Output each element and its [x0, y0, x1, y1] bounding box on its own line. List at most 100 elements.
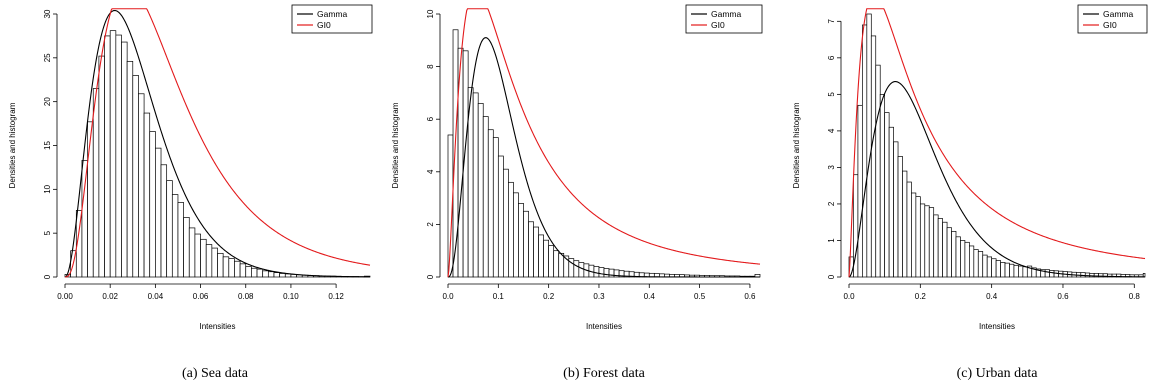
y-axis-label: Densities and histogram: [391, 102, 400, 188]
histogram-bar: [982, 254, 988, 278]
x-tick-label: 0.12: [328, 292, 344, 301]
legend-box: [291, 4, 373, 34]
x-tick-label: 0.00: [57, 292, 73, 301]
histogram-bar: [543, 239, 549, 278]
histogram-bar: [964, 241, 970, 278]
histogram-bar: [166, 180, 173, 278]
histogram-bar: [121, 41, 128, 278]
histogram-bar: [888, 126, 894, 278]
histogram-bar: [578, 262, 585, 278]
histogram-bar: [194, 233, 201, 278]
histogram-bar: [200, 238, 207, 278]
histogram-bar: [109, 30, 117, 278]
histogram-bar: [497, 155, 504, 278]
histogram-bar: [262, 270, 269, 278]
histogram-bar: [603, 268, 610, 278]
subfigure-caption: (a) Sea data: [182, 366, 249, 381]
chart-panel-3: 0.0 0.2 0.4 0.6 0.8 0 1 2 3 4 5 6 7 Intensities Densit…: [792, 4, 1148, 381]
subfigure-caption: (c) Urban data: [957, 366, 1039, 381]
histogram-bar: [81, 160, 88, 278]
legend-entry: GI0: [711, 20, 725, 30]
histogram-bar: [870, 35, 877, 278]
histogram-bar: [1000, 262, 1006, 278]
y-tick-label: 8: [426, 64, 435, 69]
histogram-bar: [879, 94, 886, 278]
histogram: [64, 30, 371, 278]
legend-entry: GI0: [317, 20, 331, 30]
histogram-bar: [503, 168, 509, 278]
x-tick-label: 0.8: [1129, 292, 1141, 301]
histogram-bar: [126, 60, 134, 278]
x-tick-label: 0.2: [915, 292, 927, 301]
histogram-bar: [928, 207, 935, 278]
histogram-bar: [239, 263, 247, 278]
y-tick-label: 6: [426, 116, 435, 121]
histogram-bar: [884, 112, 890, 278]
histogram-bar: [228, 258, 235, 278]
histogram-bar: [245, 266, 252, 278]
histogram-bar: [933, 214, 939, 278]
histogram-bar: [188, 227, 196, 278]
histogram-bar: [513, 192, 519, 278]
histogram-bar: [906, 181, 912, 278]
x-tick-label: 0.6: [744, 292, 756, 301]
x-axis-label: Intensities: [199, 322, 235, 331]
histogram-bar: [523, 210, 529, 278]
histogram-bar: [558, 252, 565, 278]
histogram-bar: [171, 194, 179, 278]
histogram-bar: [902, 170, 908, 278]
chart-panel-1: 0.00 0.02 0.04 0.06 0.08 0.10 0.12 0 5 10 15 20 25 30…: [8, 4, 373, 381]
histogram-bar: [273, 272, 280, 278]
histogram-bar: [995, 260, 1001, 278]
x-tick-label: 0.4: [644, 292, 656, 301]
histogram-bar: [573, 260, 580, 278]
histogram-bar: [1080, 272, 1086, 278]
histogram-bar: [160, 164, 168, 278]
histogram-bar: [986, 256, 993, 278]
histogram-bar: [222, 256, 230, 278]
legend-entry: Gamma: [317, 9, 348, 19]
histogram-bar: [143, 112, 151, 278]
histogram-bar: [251, 267, 258, 278]
x-tick-label: 0.3: [593, 292, 605, 301]
histogram-bar: [533, 226, 539, 278]
histogram-bar: [98, 55, 105, 278]
y-tick-label: 5: [827, 92, 836, 97]
gi0-density-curve: [848, 8, 1146, 278]
histogram-bar: [267, 271, 275, 278]
y-tick-label: 3: [827, 165, 836, 170]
histogram-bar: [87, 121, 94, 278]
histogram-bar: [919, 203, 926, 278]
histogram-bar: [937, 218, 943, 278]
gamma-density-curve: [64, 9, 370, 278]
histogram-bar: [217, 252, 224, 278]
histogram-bar: [991, 258, 997, 278]
legend-box: [685, 4, 763, 34]
y-tick-label: 4: [426, 169, 435, 174]
x-tick-label: 0.0: [843, 292, 855, 301]
histogram-bar: [598, 267, 605, 278]
gamma-density-curve: [848, 81, 1145, 278]
x-tick-label: 0.2: [543, 292, 555, 301]
y-tick-label: 6: [827, 55, 836, 60]
histogram-bar: [487, 129, 494, 278]
histogram-bar: [477, 103, 484, 278]
histogram-bar: [138, 93, 145, 278]
y-tick-label: 20: [43, 97, 52, 106]
histogram: [848, 13, 1146, 278]
histogram-bar: [955, 236, 961, 278]
histogram-bar: [1049, 270, 1055, 278]
histogram-bar: [104, 35, 111, 278]
legend-entry: Gamma: [711, 9, 742, 19]
y-axis-label: Densities and histogram: [8, 102, 17, 188]
histogram-bar: [857, 104, 863, 278]
y-tick-label: 5: [43, 230, 52, 235]
x-tick-label: 0.0: [442, 292, 454, 301]
histogram-bar: [924, 205, 930, 278]
histogram-bar: [960, 240, 966, 278]
histogram-bar: [211, 247, 218, 278]
histogram-bar: [1022, 266, 1028, 278]
